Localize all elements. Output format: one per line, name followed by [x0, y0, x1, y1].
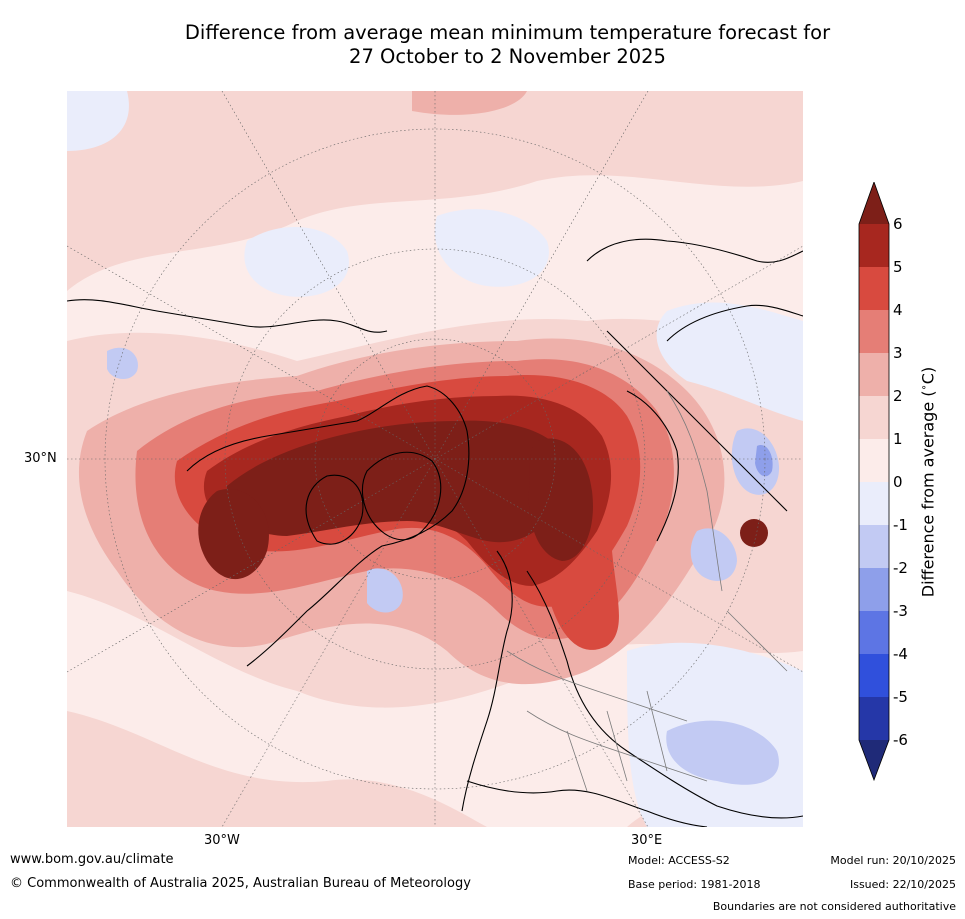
title-line-2: 27 October to 2 November 2025: [349, 45, 666, 68]
country-borders: [506, 390, 788, 792]
colorbar-tick-1: 1: [893, 430, 903, 448]
colorbar-title-prefix: Difference from average (: [918, 390, 938, 598]
lon-label-30e: 30°E: [631, 833, 663, 848]
colorbar-tick-m1: -1: [893, 516, 908, 534]
model-run-text: Model run: 20/10/2025: [830, 854, 956, 867]
colorbar-title-suffix: ): [918, 366, 938, 374]
colorbar-tick-m2: -2: [893, 559, 908, 577]
colorbar-band-m1-0: [859, 482, 889, 525]
colorbar-band-5-6: [859, 224, 889, 267]
colorbar-tick-6: 6: [893, 215, 903, 233]
colorbar-tick-5: 5: [893, 258, 903, 276]
colorbar-band-3-4: [859, 310, 889, 353]
website-link[interactable]: www.bom.gov.au/climate: [10, 852, 174, 867]
colorbar-tick-2: 2: [893, 387, 903, 405]
copyright-text: © Commonwealth of Australia 2025, Austra…: [10, 876, 471, 891]
colorbar-tick-m6: -6: [893, 731, 908, 749]
lat-label-30n: 30°N: [24, 451, 57, 466]
colorbar-over-triangle: [859, 182, 889, 224]
coastlines: [67, 238, 803, 827]
model-text: Model: ACCESS-S2: [628, 854, 730, 867]
colorbar-band-m4-m3: [859, 611, 889, 654]
colorbar-under-triangle: [859, 740, 889, 780]
graticule: [67, 91, 803, 827]
chart-title: Difference from average mean minimum tem…: [0, 21, 965, 69]
colorbar-tick-0: 0: [893, 473, 903, 491]
boundaries-note: Boundaries are not considered authoritat…: [712, 900, 956, 913]
colorbar: [858, 182, 890, 782]
colorbar-outline: [858, 182, 890, 782]
base-period-text: Base period: 1981-2018: [628, 878, 761, 891]
colorbar-band-m3-m2: [859, 568, 889, 611]
colorbar-tick-m3: -3: [893, 602, 908, 620]
colorbar-band-m6-m5: [859, 697, 889, 740]
colorbar-band-2-3: [859, 353, 889, 396]
forecast-map[interactable]: [67, 91, 803, 827]
colorbar-band-m5-m4: [859, 654, 889, 697]
colorbar-tick-m4: -4: [893, 645, 908, 663]
issued-text: Issued: 22/10/2025: [849, 878, 956, 891]
title-line-1: Difference from average mean minimum tem…: [184, 21, 831, 44]
colorbar-band-4-5: [859, 267, 889, 310]
colorbar-tick-4: 4: [893, 301, 903, 319]
colorbar-title: Difference from average (∘°CC): [918, 366, 938, 598]
colorbar-tick-m5: -5: [893, 688, 908, 706]
colorbar-band-1-2: [859, 396, 889, 439]
colorbar-band-0-1: [859, 439, 889, 482]
colorbar-tick-3: 3: [893, 344, 903, 362]
lon-label-30w: 30°W: [204, 833, 240, 848]
colorbar-title-unit-degree: ∘: [919, 384, 931, 391]
map-svg: [67, 91, 803, 827]
colorbar-band-m2-m1: [859, 525, 889, 568]
